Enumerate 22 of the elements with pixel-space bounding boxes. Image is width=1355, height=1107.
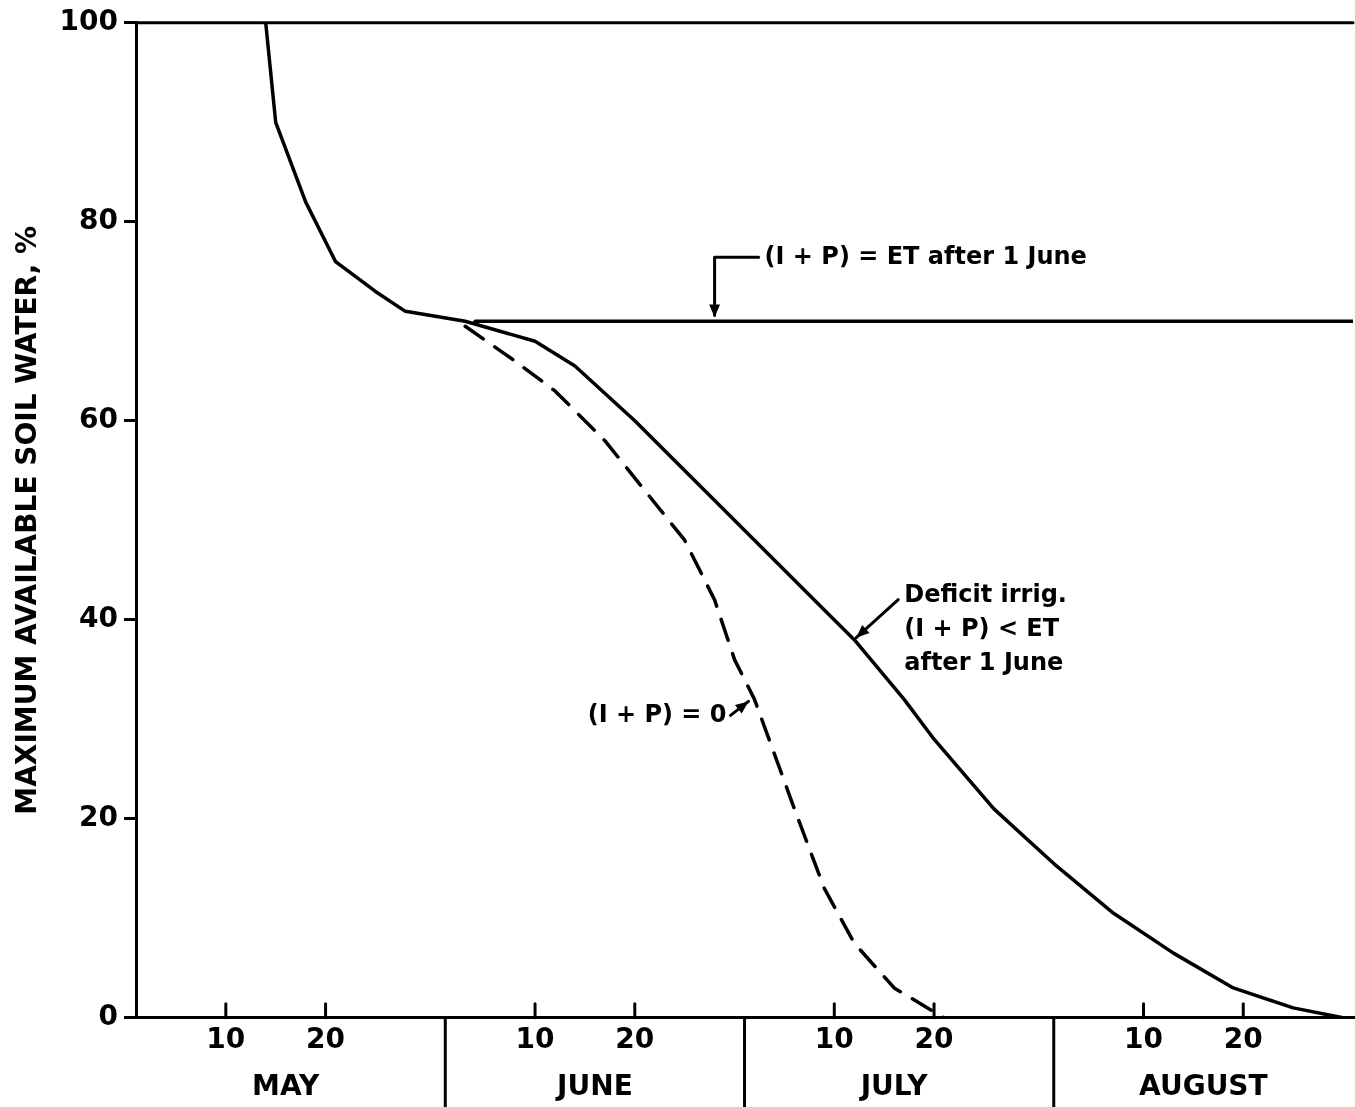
x-tick-label: 10 [206,1021,246,1055]
y-tick-label: 80 [79,203,119,237]
y-tick-label: 40 [79,601,119,635]
y-tick-label: 0 [98,999,119,1033]
x2-tick-label: JULY [858,1069,929,1103]
y-tick-label: 20 [79,800,119,834]
annotation: (I + P) = ET after 1 June [764,241,1087,270]
x-tick-label: 20 [914,1021,954,1055]
annotation: Deficit irrig. (I + P) < ET after 1 June [904,579,1067,676]
x-tick-label: 10 [515,1021,555,1055]
x2-tick-label: JUNE [555,1069,633,1103]
y-axis-title: MAXIMUM AVAILABLE SOIL WATER, % [10,225,44,815]
x-tick-label: 20 [615,1021,655,1055]
x-tick-label: 20 [306,1021,346,1055]
annotation: (I + P) = 0 [587,699,727,728]
y-tick-label: 100 [59,4,119,38]
y-tick-label: 60 [79,402,119,436]
x-tick-label: 20 [1223,1021,1263,1055]
x-tick-label: 10 [1124,1021,1164,1055]
x2-tick-label: AUGUST [1139,1069,1268,1103]
x-tick-label: 10 [814,1021,854,1055]
x2-tick-label: MAY [252,1069,320,1103]
